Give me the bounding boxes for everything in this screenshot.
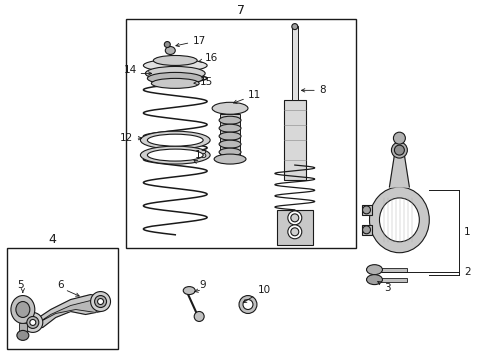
Ellipse shape <box>290 214 298 222</box>
Bar <box>7 248 118 349</box>
Ellipse shape <box>147 149 203 161</box>
Bar <box>126 19 355 248</box>
Ellipse shape <box>194 311 203 321</box>
Text: 1: 1 <box>463 227 470 237</box>
Ellipse shape <box>90 292 110 311</box>
Ellipse shape <box>219 148 241 156</box>
Ellipse shape <box>16 302 30 318</box>
Ellipse shape <box>147 134 203 146</box>
Ellipse shape <box>143 59 207 71</box>
Bar <box>276 210 312 245</box>
Ellipse shape <box>287 225 301 239</box>
Text: 8: 8 <box>301 85 325 95</box>
Ellipse shape <box>140 146 210 164</box>
Text: 13: 13 <box>195 150 208 160</box>
Ellipse shape <box>379 198 419 242</box>
Ellipse shape <box>164 41 170 48</box>
Ellipse shape <box>290 228 298 236</box>
Ellipse shape <box>151 78 199 88</box>
Ellipse shape <box>94 296 106 307</box>
Ellipse shape <box>219 140 241 148</box>
Ellipse shape <box>369 187 428 253</box>
Ellipse shape <box>30 319 36 325</box>
Text: 7: 7 <box>237 4 244 17</box>
Ellipse shape <box>27 316 39 328</box>
Ellipse shape <box>366 275 382 285</box>
Text: 10: 10 <box>243 284 270 303</box>
Bar <box>19 323 27 336</box>
Ellipse shape <box>11 296 35 323</box>
Ellipse shape <box>23 312 42 332</box>
Text: 11: 11 <box>247 90 261 100</box>
Ellipse shape <box>219 116 241 124</box>
Text: 16: 16 <box>199 54 218 63</box>
Ellipse shape <box>183 287 195 294</box>
Ellipse shape <box>243 300 252 310</box>
Ellipse shape <box>394 145 404 155</box>
Ellipse shape <box>17 330 29 340</box>
Ellipse shape <box>390 142 407 158</box>
Text: 5: 5 <box>18 280 24 289</box>
Bar <box>361 205 371 215</box>
Polygon shape <box>29 294 108 329</box>
Ellipse shape <box>287 211 301 225</box>
Ellipse shape <box>153 55 197 66</box>
Bar <box>377 278 407 282</box>
Text: 4: 4 <box>49 233 57 246</box>
Text: 2: 2 <box>463 267 470 276</box>
Ellipse shape <box>291 24 297 30</box>
Polygon shape <box>388 155 408 187</box>
Ellipse shape <box>362 206 370 214</box>
Ellipse shape <box>214 154 245 164</box>
Ellipse shape <box>140 131 210 149</box>
Text: 6: 6 <box>57 280 64 289</box>
Bar <box>361 225 371 235</box>
Ellipse shape <box>219 132 241 140</box>
Bar <box>220 114 240 159</box>
Text: 17: 17 <box>176 36 206 47</box>
Bar <box>291 26 297 100</box>
Ellipse shape <box>219 124 241 132</box>
Ellipse shape <box>239 296 256 314</box>
Ellipse shape <box>145 67 205 80</box>
Bar <box>283 100 305 180</box>
Text: 9: 9 <box>200 280 206 289</box>
Text: 12: 12 <box>120 133 133 143</box>
Ellipse shape <box>393 132 405 144</box>
Ellipse shape <box>165 46 175 54</box>
Ellipse shape <box>98 298 103 305</box>
Text: 14: 14 <box>124 66 137 76</box>
Ellipse shape <box>147 72 203 84</box>
Polygon shape <box>36 301 101 324</box>
Ellipse shape <box>362 226 370 234</box>
Text: 3: 3 <box>377 282 390 293</box>
Bar <box>377 268 407 272</box>
Text: 15: 15 <box>194 77 213 87</box>
Ellipse shape <box>212 102 247 114</box>
Ellipse shape <box>366 265 382 275</box>
